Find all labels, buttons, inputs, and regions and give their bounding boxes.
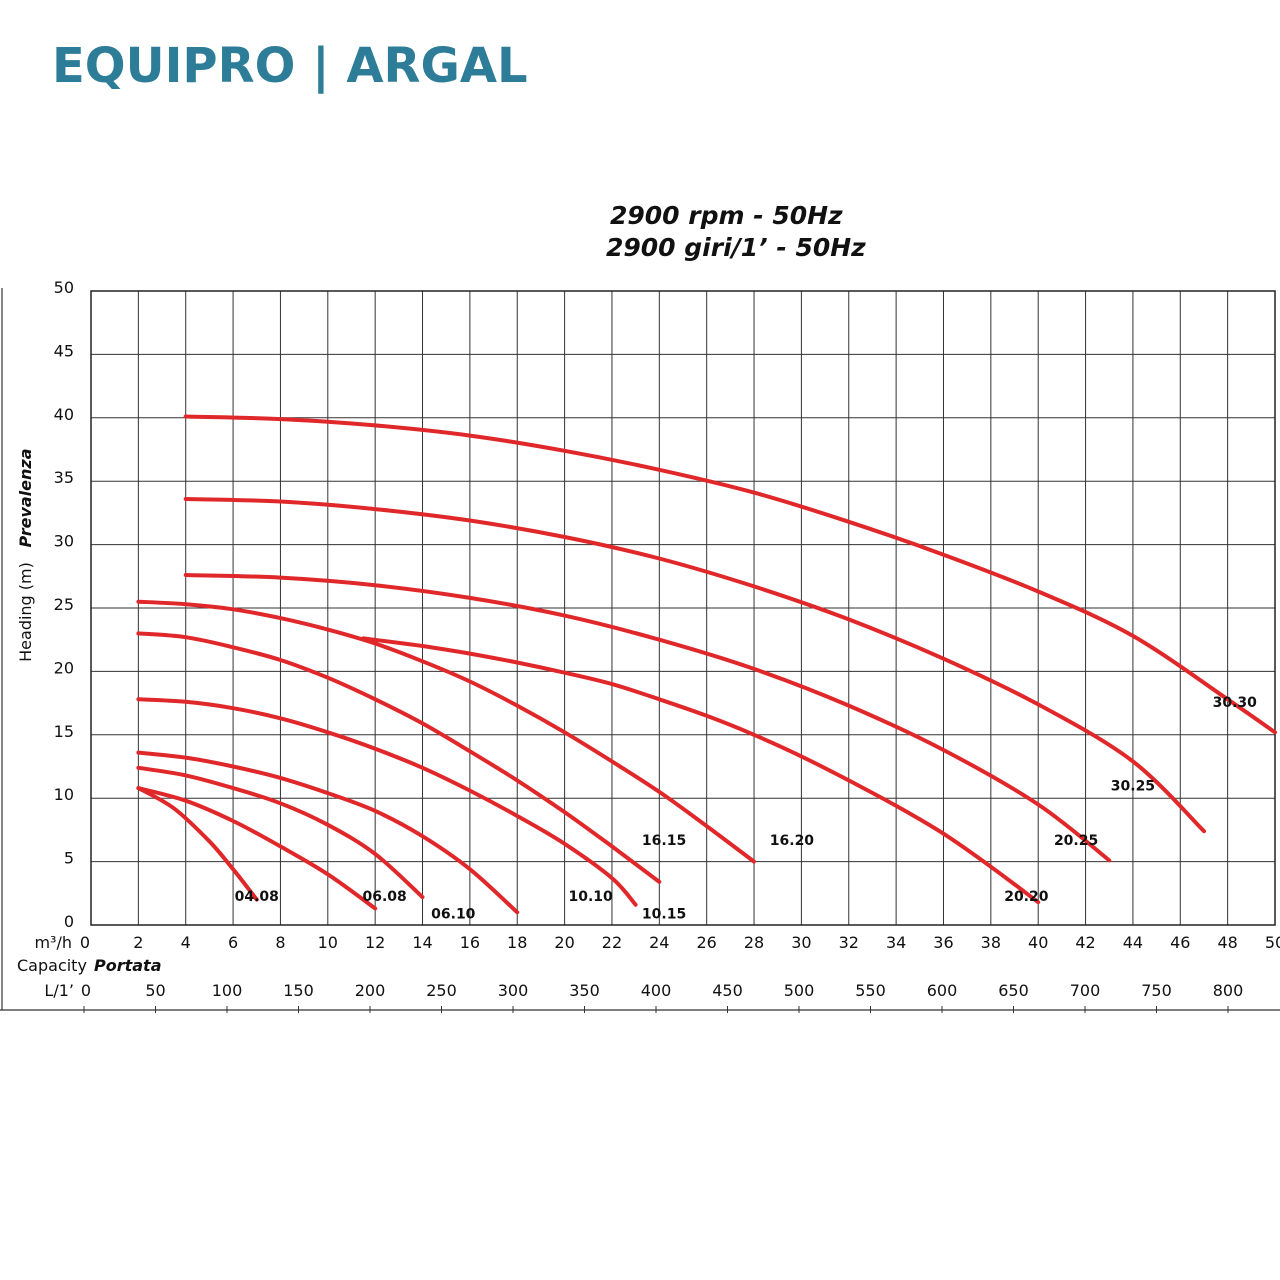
x-tick-label: 30: [791, 933, 811, 952]
curve-label-04.08: 04.08: [235, 889, 279, 905]
x2-tick-label: 50: [145, 981, 165, 1000]
y-axis-label-alt: Prevalenza: [16, 448, 35, 547]
x-tick-label: 34: [886, 933, 906, 952]
brand-logo-text: EQUIPRO | ARGAL: [52, 38, 528, 94]
x-tick-label: 16: [460, 933, 480, 952]
curve-20.25: [183, 573, 1112, 863]
chart-title-block: 2900 rpm - 50Hz 2900 giri/1’ - 50Hz: [560, 200, 880, 264]
curve-label-10.15: 10.15: [642, 907, 686, 923]
x-tick-label: 2: [133, 933, 143, 952]
x2-tick-label: 800: [1213, 981, 1244, 1000]
curve-label-16.15: 16.15: [642, 833, 686, 849]
y-tick-label: 10: [54, 785, 74, 804]
x2-tick-label: 0: [81, 981, 91, 1000]
curves: [136, 414, 1277, 915]
curve-04.08: [136, 786, 259, 902]
y-tick-label: 0: [64, 912, 74, 931]
y-axis-label: Heading (m): [16, 562, 35, 662]
x-axis-label-alt: Portata: [94, 956, 162, 975]
x2-tick-label: 300: [498, 981, 529, 1000]
x-tick-label: 8: [275, 933, 285, 952]
x-tick-label: 14: [412, 933, 432, 952]
x2-tick-label: 200: [355, 981, 386, 1000]
y-tick-label: 50: [54, 278, 74, 297]
curve-06.08: [136, 786, 378, 911]
x-tick-label: 46: [1170, 933, 1190, 952]
chart-frame: [0, 288, 1280, 1011]
y-tick-label: 20: [54, 658, 74, 677]
chart-title: 2900 rpm - 50Hz: [610, 201, 843, 230]
x-unit-secondary: L/1’: [44, 981, 74, 1000]
curve-label-16.20: 16.20: [770, 833, 815, 849]
y-tick-label: 15: [54, 722, 74, 741]
x-tick-label: 48: [1217, 933, 1237, 952]
curve-label-30.25: 30.25: [1111, 779, 1155, 795]
x-tick-label: 40: [1028, 933, 1048, 952]
x-tick-label: 20: [554, 933, 574, 952]
y-tick-label: 25: [54, 595, 74, 614]
chart-subtitle: 2900 giri/1’ - 50Hz: [606, 233, 866, 262]
x-tick-label: 38: [981, 933, 1001, 952]
x-tick-label: 36: [933, 933, 953, 952]
x2-tick-label: 450: [712, 981, 743, 1000]
curve-label-20.25: 20.25: [1054, 833, 1098, 849]
x2-tick-label: 750: [1141, 981, 1172, 1000]
x-tick-label: 12: [365, 933, 385, 952]
curve-06.10: [136, 765, 425, 900]
x-tick-label: 50: [1265, 933, 1280, 952]
x-tick-label: 24: [649, 933, 669, 952]
x2-tick-label: 550: [855, 981, 886, 1000]
x-tick-label: 10: [318, 933, 338, 952]
curve-16.15: [136, 631, 662, 884]
x-unit-primary: m³/h: [34, 933, 72, 952]
x-tick-label: 44: [1123, 933, 1143, 952]
curve-labels: 04.08 06.08 06.10 10.10 10.15 16.15 16.20 20.20…: [235, 695, 1258, 923]
x2-tick-label: 350: [569, 981, 600, 1000]
x2-tick-label: 250: [426, 981, 457, 1000]
x-tick-label: 42: [1075, 933, 1095, 952]
curve-10.10: [136, 750, 520, 915]
x-tick-label: 28: [744, 933, 764, 952]
curve-label-06.08: 06.08: [362, 889, 406, 905]
x2-tick-label: 600: [927, 981, 958, 1000]
curve-30.30: [183, 414, 1277, 735]
curve-label-30.30: 30.30: [1213, 695, 1258, 711]
y-tick-label: 5: [64, 849, 74, 868]
y-tick-label: 30: [54, 532, 74, 551]
plot-border: [90, 290, 1276, 926]
x2-tick-label: 500: [784, 981, 815, 1000]
x-tick-label: 26: [697, 933, 717, 952]
y-tick-label: 40: [54, 405, 74, 424]
x-tick-label: 6: [228, 933, 238, 952]
x-tick-label: 0: [80, 933, 90, 952]
chart-grid: [91, 290, 1275, 926]
curve-label-06.10: 06.10: [431, 907, 476, 923]
x2-tick-label: 650: [998, 981, 1029, 1000]
x2-tick-label: 150: [283, 981, 314, 1000]
y-tick-label: 45: [54, 341, 74, 360]
curve-30.25: [183, 497, 1206, 834]
curve-16.20: [136, 599, 756, 864]
x-tick-label: 22: [602, 933, 622, 952]
y-tick-label: 35: [54, 468, 74, 487]
x-tick-label: 32: [839, 933, 859, 952]
x-tick-label: 4: [181, 933, 191, 952]
curve-label-10.10: 10.10: [568, 889, 613, 905]
x2-tick-label: 700: [1070, 981, 1101, 1000]
curve-20.20: [361, 636, 1041, 905]
curve-label-20.20: 20.20: [1004, 889, 1049, 905]
x-tick-label: 18: [507, 933, 527, 952]
x2-tick-label: 100: [212, 981, 243, 1000]
x2-tick-label: 400: [641, 981, 672, 1000]
curve-10.15: [136, 697, 638, 907]
x-axis-label: Capacity: [17, 956, 87, 975]
